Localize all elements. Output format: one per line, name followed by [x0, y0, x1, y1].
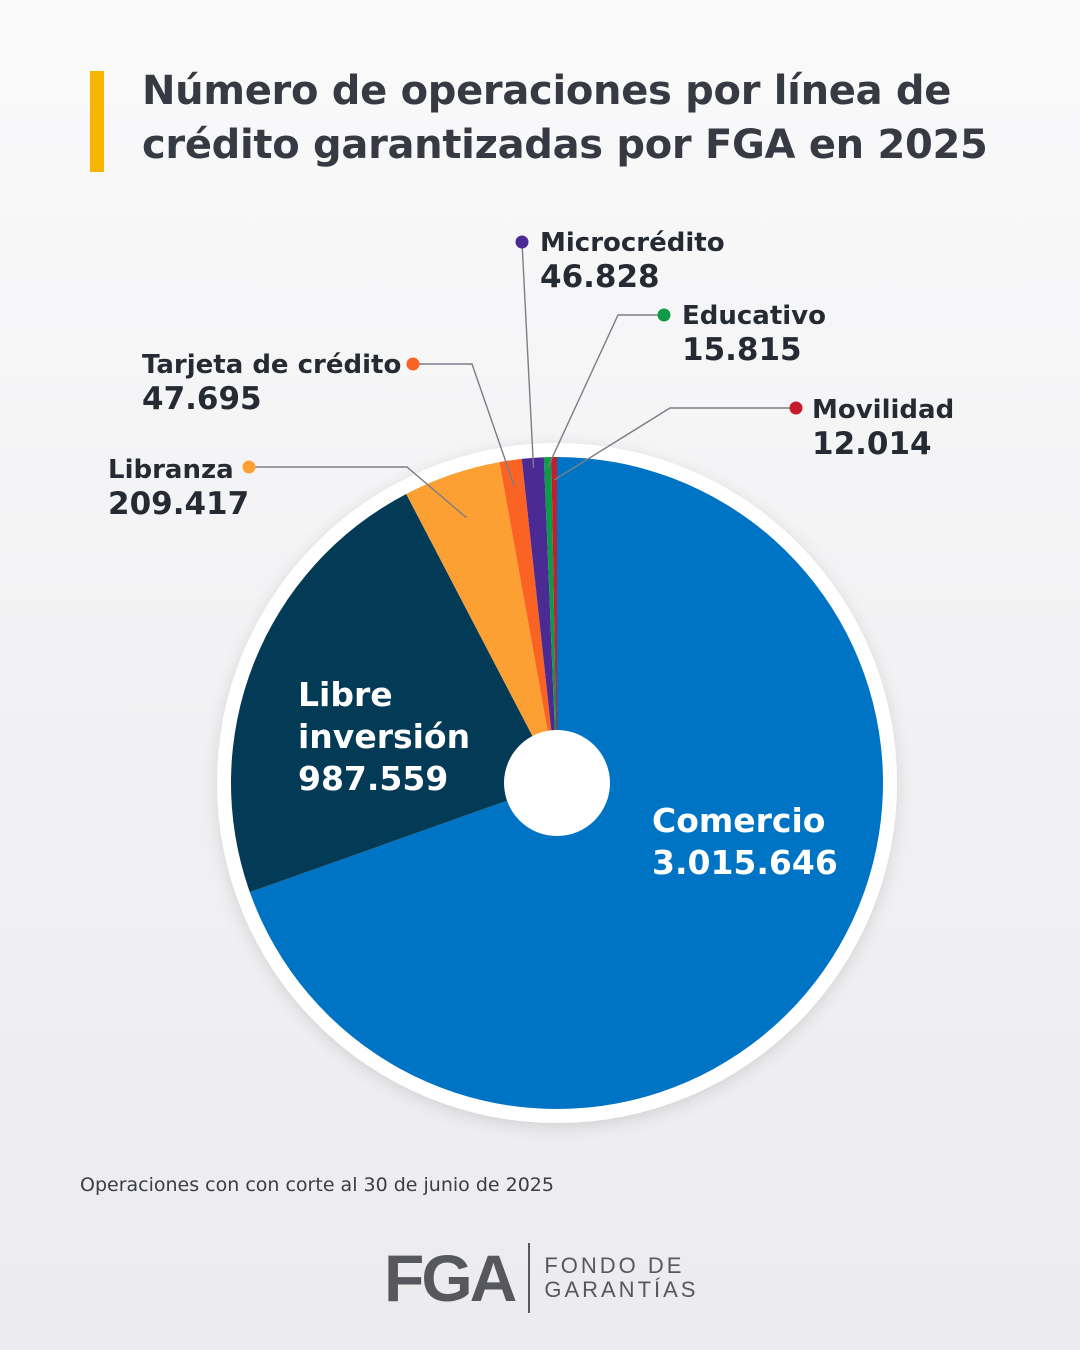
chart-title: Número de operaciones por línea de crédi… — [142, 64, 1042, 172]
chart-title-line-1: Número de operaciones por línea de — [142, 68, 952, 114]
slice-value-educativo: 15.815 — [682, 332, 802, 368]
slice-value-microcredito: 46.828 — [540, 259, 660, 295]
pie-slice-tarjeta-de-credito — [499, 458, 557, 783]
slice-value-tarjeta-de-credito: 47.695 — [142, 381, 262, 417]
pie-slice-libranza — [406, 462, 557, 783]
legend-dot-microcredito — [515, 235, 529, 249]
chart-title-line-2: crédito garantizadas por FGA en 2025 — [142, 122, 988, 168]
footnote: Operaciones con con corte al 30 de junio… — [80, 1174, 554, 1196]
slice-label-libranza: Libranza — [108, 455, 234, 485]
slice-label-educativo: Educativo — [682, 301, 826, 331]
legend-dot-tarjeta-de-credito — [406, 357, 420, 371]
slice-label-libre-inversion-line-1: Libre — [298, 675, 393, 714]
logo-divider — [528, 1243, 531, 1313]
leader-line-microcredito — [521, 241, 535, 468]
slice-label-tarjeta-de-credito: Tarjeta de crédito — [142, 350, 401, 380]
slice-value-movilidad: 12.014 — [812, 426, 932, 462]
pie-slice-educativo — [543, 457, 557, 783]
slice-label-microcredito: Microcrédito — [540, 228, 725, 258]
fga-logo: FGA FONDO DE GARANTÍAS — [384, 1240, 698, 1316]
leader-line-libranza — [249, 466, 467, 519]
legend-dot-movilidad — [789, 401, 803, 415]
legend-dot-educativo — [657, 308, 671, 322]
pie-center-hole — [504, 730, 610, 836]
slice-value-comercio: 3.015.646 — [652, 843, 838, 882]
slice-label-comercio: Comercio — [652, 801, 825, 840]
logo-text: FONDO DE GARANTÍAS — [544, 1254, 698, 1302]
title-accent-bar — [90, 71, 104, 172]
slice-label-movilidad: Movilidad — [812, 395, 954, 425]
slice-value-libre-inversion: 987.559 — [298, 759, 448, 798]
leader-line-educativo — [547, 314, 664, 468]
leader-line-movilidad — [554, 407, 796, 481]
pie-slice-microcredito — [521, 457, 557, 783]
slice-value-libranza: 209.417 — [108, 486, 249, 522]
legend-dot-libranza — [242, 460, 256, 474]
leader-line-tarjeta-de-credito — [413, 363, 515, 487]
logo-mark: FGA — [384, 1241, 517, 1315]
pie-slice-libre-inversion — [230, 493, 557, 893]
logo-text-line-1: FONDO DE — [544, 1253, 685, 1278]
logo-text-line-2: GARANTÍAS — [544, 1277, 699, 1302]
pie-slice-movilidad — [551, 457, 557, 783]
slice-label-libre-inversion-line-2: inversión — [298, 717, 470, 756]
